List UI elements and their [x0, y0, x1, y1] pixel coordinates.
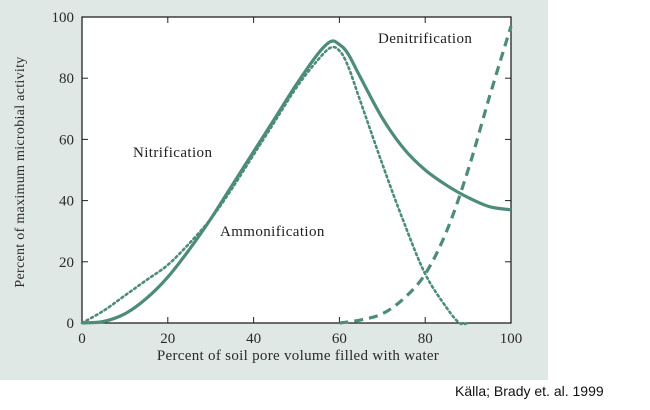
denitrification-label: Denitrification — [378, 31, 472, 47]
y-tick-label: 60 — [59, 132, 74, 148]
y-tick-label: 100 — [52, 10, 75, 26]
y-axis-title: Percent of maximum microbial activity — [13, 56, 28, 287]
source-caption: Källa; Brady et. al. 1999 — [455, 383, 604, 399]
x-tick-label: 60 — [332, 331, 347, 347]
y-tick-label: 40 — [59, 194, 74, 210]
axes — [81, 16, 512, 324]
x-tick-label: 20 — [160, 331, 175, 347]
chart: 0 20 40 60 80 100 0 20 40 60 80 100 Percent of soil… — [13, 10, 523, 364]
y-tick-label: 20 — [59, 255, 74, 271]
ammonification-label: Ammonification — [220, 224, 325, 240]
x-axis-title: Percent of soil pore volume filled with … — [157, 348, 439, 364]
y-tick-label: 80 — [59, 71, 74, 87]
y-tick-label: 0 — [67, 316, 75, 332]
x-tick-label: 0 — [78, 331, 86, 347]
ammonification-curve — [81, 39, 512, 325]
plot-area — [81, 16, 512, 324]
nitrification-label: Nitrification — [133, 145, 212, 161]
x-tick-label: 40 — [246, 331, 261, 347]
series — [80, 25, 513, 326]
x-tick-label: 80 — [418, 331, 433, 347]
nitrification-curve — [80, 45, 470, 326]
x-tick-label: 100 — [500, 331, 523, 347]
ticks: 0 20 40 60 80 100 0 20 40 60 80 100 — [52, 10, 523, 347]
denitrification-curve — [339, 25, 513, 325]
